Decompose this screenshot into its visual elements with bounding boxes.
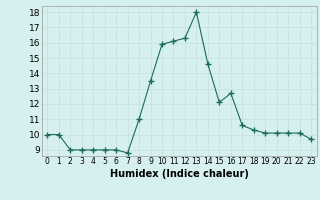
X-axis label: Humidex (Indice chaleur): Humidex (Indice chaleur) bbox=[110, 169, 249, 179]
